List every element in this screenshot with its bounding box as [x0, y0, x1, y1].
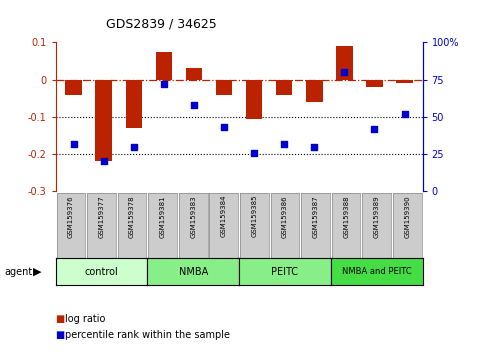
Text: GSM159388: GSM159388 — [343, 195, 349, 238]
Text: GSM159390: GSM159390 — [404, 195, 411, 238]
Bar — [96, 80, 112, 161]
Bar — [156, 52, 172, 80]
Bar — [185, 68, 202, 80]
Text: PEITC: PEITC — [271, 267, 298, 277]
Text: GDS2839 / 34625: GDS2839 / 34625 — [106, 17, 217, 30]
Point — [130, 144, 138, 149]
Text: ▶: ▶ — [33, 267, 42, 277]
Bar — [126, 80, 142, 128]
Bar — [246, 80, 262, 119]
Point — [70, 141, 77, 147]
Text: GSM159385: GSM159385 — [251, 195, 257, 238]
Point — [250, 150, 258, 155]
Point — [311, 144, 318, 149]
Text: GSM159386: GSM159386 — [282, 195, 288, 238]
Bar — [366, 80, 383, 87]
Bar — [65, 80, 82, 95]
Point — [220, 124, 228, 130]
Bar — [396, 80, 413, 83]
Point — [100, 159, 108, 164]
Point — [160, 81, 168, 87]
Text: GSM159383: GSM159383 — [190, 195, 196, 238]
Text: log ratio: log ratio — [65, 314, 106, 324]
Text: GSM159378: GSM159378 — [129, 195, 135, 238]
Text: percentile rank within the sample: percentile rank within the sample — [65, 330, 230, 339]
Text: ■: ■ — [56, 314, 65, 324]
Text: GSM159381: GSM159381 — [159, 195, 166, 238]
Point — [341, 69, 348, 75]
Text: GSM159389: GSM159389 — [374, 195, 380, 238]
Text: NMBA and PEITC: NMBA and PEITC — [342, 267, 412, 276]
Text: GSM159376: GSM159376 — [68, 195, 74, 238]
Text: NMBA: NMBA — [179, 267, 208, 277]
Text: control: control — [85, 267, 118, 277]
Text: agent: agent — [5, 267, 33, 277]
Point — [401, 111, 409, 117]
Text: ■: ■ — [56, 330, 65, 339]
Point — [190, 102, 198, 108]
Bar — [276, 80, 293, 95]
Text: GSM159377: GSM159377 — [99, 195, 104, 238]
Point — [280, 141, 288, 147]
Text: GSM159387: GSM159387 — [313, 195, 319, 238]
Text: GSM159384: GSM159384 — [221, 195, 227, 238]
Bar — [306, 80, 323, 102]
Bar — [336, 46, 353, 80]
Point — [370, 126, 378, 132]
Bar — [216, 80, 232, 95]
